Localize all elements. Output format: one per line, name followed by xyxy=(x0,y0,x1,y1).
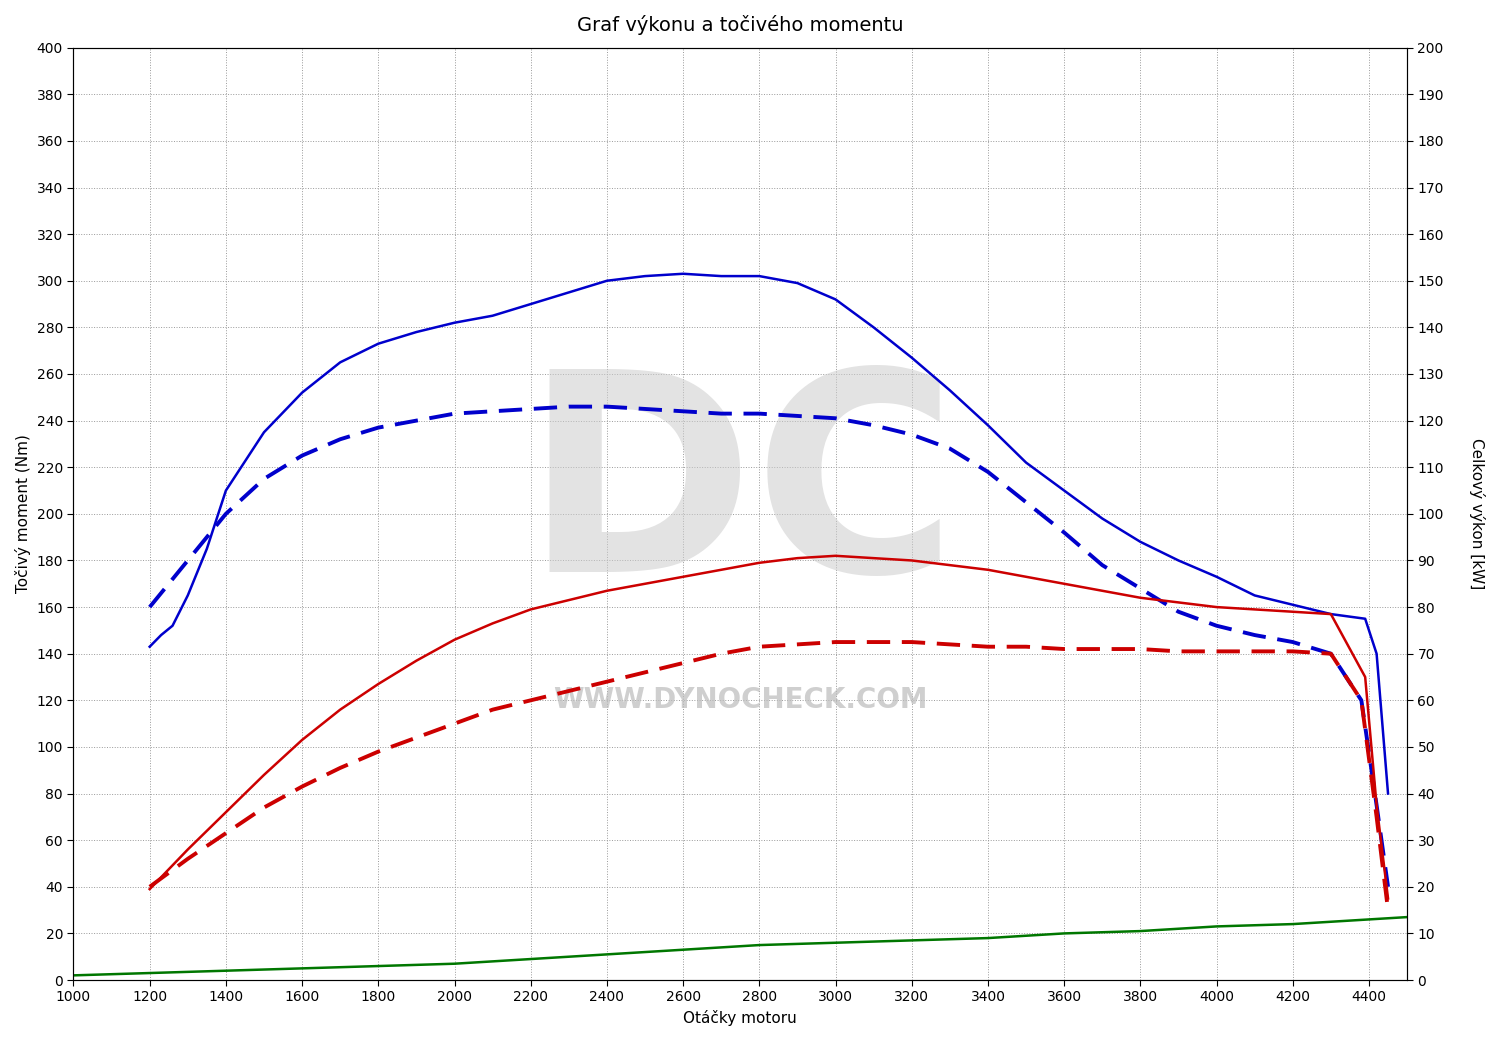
Title: Graf výkonu a točivého momentu: Graf výkonu a točivého momentu xyxy=(578,15,903,35)
X-axis label: Otáčky motoru: Otáčky motoru xyxy=(684,1010,796,1026)
Y-axis label: Točivý moment (Nm): Točivý moment (Nm) xyxy=(15,434,32,593)
Text: WWW.DYNOCHECK.COM: WWW.DYNOCHECK.COM xyxy=(554,686,927,714)
Y-axis label: Celkový výkon [kW]: Celkový výkon [kW] xyxy=(1468,438,1485,589)
Text: DC: DC xyxy=(524,360,957,630)
